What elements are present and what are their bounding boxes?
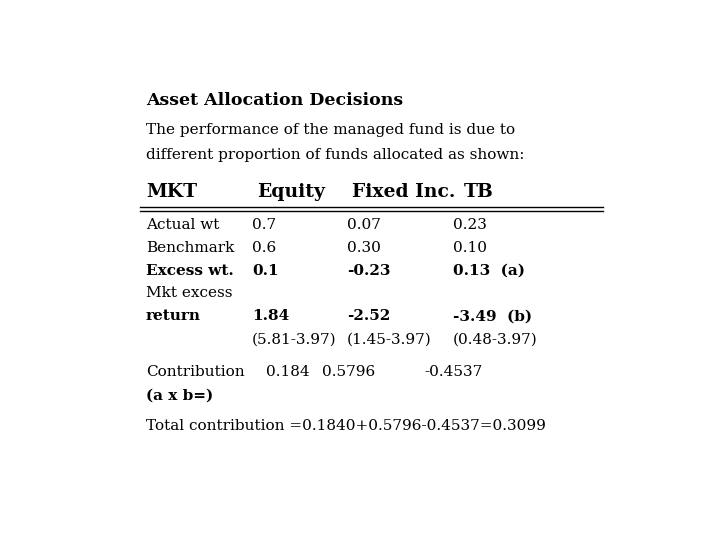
Text: -0.23: -0.23: [347, 264, 390, 278]
Text: Mkt excess: Mkt excess: [145, 286, 233, 300]
Text: (a x b=): (a x b=): [145, 388, 213, 402]
Text: The performance of the managed fund is due to: The performance of the managed fund is d…: [145, 123, 515, 137]
Text: different proportion of funds allocated as shown:: different proportion of funds allocated …: [145, 148, 524, 162]
Text: (5.81-3.97): (5.81-3.97): [252, 332, 336, 346]
Text: Benchmark: Benchmark: [145, 241, 234, 255]
Text: (1.45-3.97): (1.45-3.97): [347, 332, 431, 346]
Text: return: return: [145, 309, 201, 323]
Text: Fixed Inc.: Fixed Inc.: [352, 183, 456, 201]
Text: -2.52: -2.52: [347, 309, 390, 323]
Text: 1.84: 1.84: [252, 309, 289, 323]
Text: 0.6: 0.6: [252, 241, 276, 255]
Text: 0.07: 0.07: [347, 218, 381, 232]
Text: 0.5796: 0.5796: [322, 366, 375, 380]
Text: Total contribution =0.1840+0.5796-0.4537=0.3099: Total contribution =0.1840+0.5796-0.4537…: [145, 420, 546, 434]
Text: TB: TB: [464, 183, 494, 201]
Text: 0.184: 0.184: [266, 366, 310, 380]
Text: Actual wt: Actual wt: [145, 218, 219, 232]
Text: 0.23: 0.23: [453, 218, 487, 232]
Text: 0.10: 0.10: [453, 241, 487, 255]
Text: 0.30: 0.30: [347, 241, 381, 255]
Text: Excess wt.: Excess wt.: [145, 264, 233, 278]
Text: -3.49  (b): -3.49 (b): [453, 309, 532, 323]
Text: Asset Allocation Decisions: Asset Allocation Decisions: [145, 92, 403, 109]
Text: (0.48-3.97): (0.48-3.97): [453, 332, 537, 346]
Text: 0.7: 0.7: [252, 218, 276, 232]
Text: 0.13  (a): 0.13 (a): [453, 264, 525, 278]
Text: 0.1: 0.1: [252, 264, 279, 278]
Text: -0.4537: -0.4537: [425, 366, 483, 380]
Text: Contribution: Contribution: [145, 366, 244, 380]
Text: MKT: MKT: [145, 183, 197, 201]
Text: Equity: Equity: [258, 183, 325, 201]
